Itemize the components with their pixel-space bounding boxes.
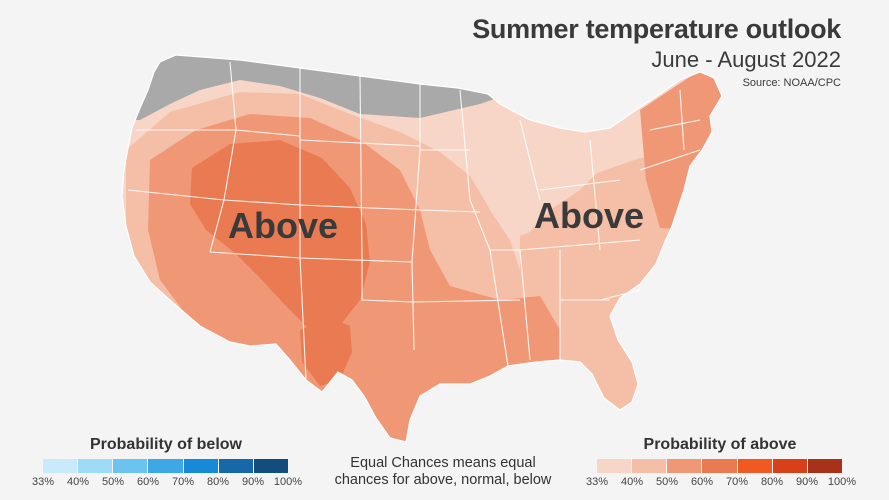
region-above-60-texas xyxy=(300,318,352,386)
legend-below-swatch-6 xyxy=(253,459,289,473)
legend-above-swatch-5 xyxy=(772,459,808,473)
legend-above-tick-6: 90% xyxy=(795,476,819,488)
page-title: Summer temperature outlook xyxy=(472,14,841,44)
region-above-50-east xyxy=(640,70,722,230)
legend-below-tick-1: 40% xyxy=(66,476,90,488)
legend-below-ticks: 33% 40% 50% 60% 70% 80% 90% 100% xyxy=(32,476,302,492)
legend-above-tick-7: 100% xyxy=(827,476,857,488)
note-line-2: chances for above, normal, below xyxy=(334,472,552,488)
legend-below-title: Probability of below xyxy=(89,436,242,453)
date-range: June - August 2022 xyxy=(651,47,841,72)
legend-below-tick-4: 70% xyxy=(171,476,195,488)
map-label-west: Above xyxy=(228,205,338,246)
legend-above-title: Probability of above xyxy=(643,436,797,453)
legend-above-swatch-1 xyxy=(632,459,668,473)
legend-below-tick-7: 100% xyxy=(273,476,303,488)
legend-above-tick-2: 50% xyxy=(655,476,679,488)
legend-below-swatch-1 xyxy=(78,459,114,473)
legend-above-tick-4: 70% xyxy=(725,476,749,488)
legend-above-swatch-6 xyxy=(807,459,843,473)
legend-above-tick-0: 33% xyxy=(585,476,609,488)
state-borders xyxy=(127,61,701,381)
legend-above: Probability of above 33% 40% 50% 60% 70% 80% 9… xyxy=(586,436,856,492)
legend-above-swatch-3 xyxy=(702,459,738,473)
legend-below-swatch-5 xyxy=(218,459,254,473)
region-above-60-core xyxy=(190,140,370,330)
legend-above-tick-3: 60% xyxy=(690,476,714,488)
legend-above-ticks: 33% 40% 50% 60% 70% 80% 90% 100% xyxy=(586,476,856,492)
legend-above-swatch-4 xyxy=(737,459,773,473)
title-block: Summer temperature outlook June - August… xyxy=(472,14,841,89)
legend-below-tick-2: 50% xyxy=(101,476,125,488)
legend-below-swatch-2 xyxy=(113,459,149,473)
legend-above-tick-5: 80% xyxy=(760,476,784,488)
legend-below-tick-0: 33% xyxy=(31,476,55,488)
legend-above-swatches xyxy=(597,459,843,473)
legend-below-swatch-3 xyxy=(148,459,184,473)
legend-below-tick-5: 80% xyxy=(206,476,230,488)
legend-below-swatch-0 xyxy=(43,459,79,473)
note-line-1: Equal Chances means equal xyxy=(350,455,536,471)
map-label-east: Above xyxy=(534,195,644,236)
equal-chances-note: Equal Chances means equal chances for ab… xyxy=(289,455,597,489)
legend-below-swatch-4 xyxy=(183,459,219,473)
legend-below: Probability of below 33% 40% 50% 60% 70% 80% 9… xyxy=(32,436,302,492)
legend-above-swatch-2 xyxy=(667,459,703,473)
source-credit: Source: NOAA/CPC xyxy=(742,77,841,89)
legend-above-swatch-0 xyxy=(597,459,633,473)
legend-above-tick-1: 40% xyxy=(620,476,644,488)
legend-below-tick-3: 60% xyxy=(136,476,160,488)
legend-below-tick-6: 90% xyxy=(241,476,265,488)
legend-below-swatches xyxy=(43,459,289,473)
